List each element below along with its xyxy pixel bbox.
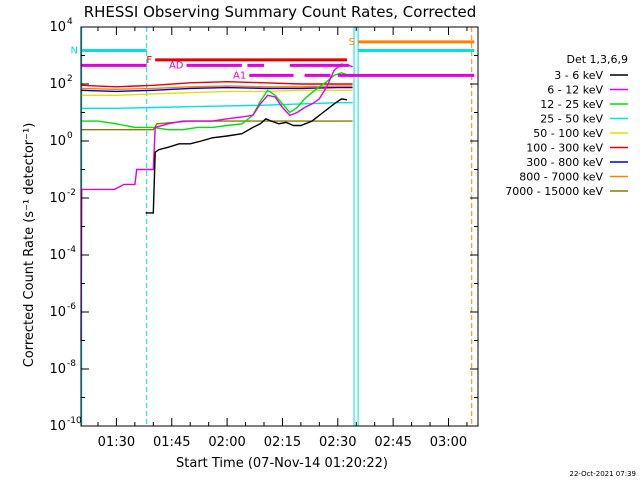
y-tick-exponent: 0 (67, 131, 73, 141)
y-tick-label: 10 (49, 362, 66, 377)
y-axis-label: Corrected Count Rate (s⁻¹ detector⁻¹) (22, 123, 37, 368)
plot-series (80, 63, 353, 341)
legend-label-100-300-kev: 100 - 300 keV (526, 142, 603, 155)
legend-label-25-50-kev: 25 - 50 keV (540, 113, 603, 126)
y-tick-exponent: -8 (67, 359, 76, 369)
x-axis: 01:30 01:45 02:00 02:15 02:30 02:45 03:00 (97, 27, 468, 450)
flag-label-s: S (349, 37, 355, 48)
series-line-50-100-kev (81, 89, 353, 97)
series-line-6-12-kev (80, 63, 353, 341)
y-tick-exponent: -4 (67, 245, 76, 255)
series-line-100-300-kev (80, 80, 353, 88)
flag-label-ad: AD (169, 60, 184, 71)
y-tick-label: 10 (49, 248, 66, 263)
x-tick-label: 01:30 (98, 435, 135, 450)
x-axis-label: Start Time (07-Nov-14 01:20:22) (176, 456, 388, 471)
x-tick-label: 02:00 (208, 435, 245, 450)
y-tick-label: 10 (49, 191, 66, 206)
series-line-25-50-kev (81, 101, 353, 110)
legend-label-3-6-kev: 3 - 6 keV (554, 69, 603, 82)
legend-label-6-12-kev: 6 - 12 keV (547, 84, 603, 97)
x-tick-label: 01:45 (153, 435, 190, 450)
x-tick-label: 03:00 (430, 435, 467, 450)
series-line-800-7000-kev (80, 85, 353, 91)
series-line-3-6-kev (145, 98, 348, 214)
legend-label-300-800-kev: 300 - 800 keV (526, 156, 603, 169)
y-tick-exponent: -10 (67, 416, 82, 426)
y-tick-label: 10 (49, 20, 66, 35)
legend-label-800-7000-kev: 800 - 7000 keV (519, 171, 603, 184)
x-tick-label: 02:45 (374, 435, 411, 450)
y-tick-exponent: -6 (67, 302, 76, 312)
flag-label-f: F (146, 55, 152, 66)
chart-title: RHESSI Observing Summary Count Rates, Co… (84, 3, 477, 21)
y-tick-exponent: 4 (67, 17, 73, 27)
y-tick-label: 10 (49, 134, 66, 149)
flag-bars: N F AD A1 S (71, 37, 475, 81)
legend-label-12-25-kev: 12 - 25 keV (540, 98, 603, 111)
y-tick-label: 10 (49, 419, 66, 434)
y-tick-label: 10 (49, 77, 66, 92)
legend-label-50-100-kev: 50 - 100 keV (533, 127, 603, 140)
legend-title: Det 1,3,6,9 (566, 53, 628, 66)
footer-date: 22-Oct-2021 07:39 (570, 470, 636, 478)
legend-label-7000-15000-kev: 7000 - 15000 keV (505, 185, 603, 198)
y-tick-label: 10 (49, 305, 66, 320)
y-tick-exponent: 2 (67, 74, 73, 84)
y-tick-exponent: -2 (67, 188, 76, 198)
flag-label-a1: A1 (233, 70, 246, 81)
flag-label-n: N (71, 45, 78, 56)
x-tick-label: 02:30 (319, 435, 356, 450)
x-tick-label: 02:15 (264, 435, 301, 450)
